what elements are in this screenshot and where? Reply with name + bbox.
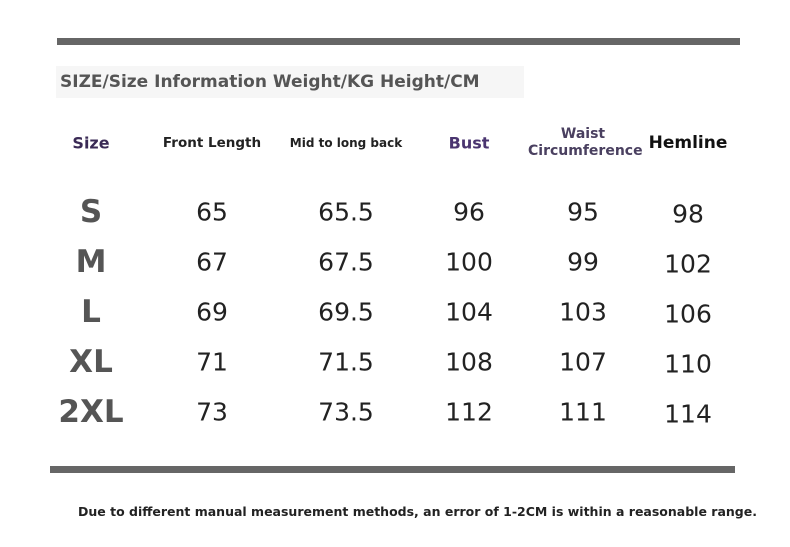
measurement: 102 <box>664 249 712 279</box>
bottom-rule <box>50 466 735 473</box>
top-rule <box>57 38 740 45</box>
column-header: Front Length <box>162 135 262 151</box>
title: SIZE/Size Information Weight/KG Height/C… <box>56 66 524 98</box>
measurement: 103 <box>559 297 607 327</box>
column-header: Size <box>72 133 110 153</box>
measurement: 69.5 <box>318 297 374 327</box>
size-label: M <box>75 244 107 280</box>
measurement: 67 <box>196 247 228 277</box>
measurement: 73.5 <box>318 397 374 427</box>
measurement: 65.5 <box>318 197 374 227</box>
column-header: Hemline <box>648 133 728 153</box>
measurement: 104 <box>445 297 493 327</box>
measurement: 71.5 <box>318 347 374 377</box>
measurement: 110 <box>664 349 712 379</box>
measurement: 98 <box>672 199 704 229</box>
measurement: 71 <box>196 347 228 377</box>
measurement: 107 <box>559 347 607 377</box>
size-label: S <box>79 194 103 230</box>
column-header: Waist Circumference <box>528 126 643 159</box>
measurement: 95 <box>567 197 599 227</box>
measurement: 65 <box>196 197 228 227</box>
measurement: 67.5 <box>318 247 374 277</box>
measurement: 111 <box>559 397 607 427</box>
measurement: 112 <box>445 397 493 427</box>
measurement: 100 <box>445 247 493 277</box>
measurement: 69 <box>196 297 228 327</box>
measurement: 73 <box>196 397 228 427</box>
measurement: 108 <box>445 347 493 377</box>
size-label: L <box>81 294 101 330</box>
footnote: Due to different manual measurement meth… <box>78 504 757 519</box>
column-header: Bust <box>448 133 490 153</box>
column-header: Mid to long back <box>289 136 403 150</box>
measurement: 99 <box>567 247 599 277</box>
size-label: 2XL <box>58 394 124 430</box>
measurement: 96 <box>453 197 485 227</box>
measurement: 114 <box>664 399 712 429</box>
size-label: XL <box>69 344 113 380</box>
measurement: 106 <box>664 299 712 329</box>
